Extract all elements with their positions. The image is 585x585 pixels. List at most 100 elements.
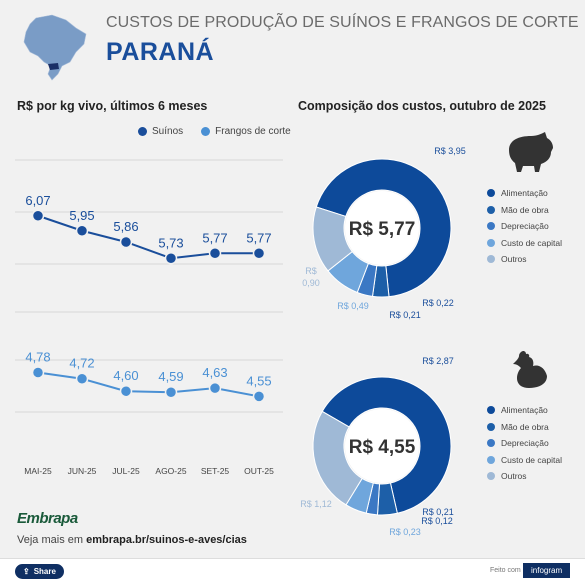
legend-label: Outros bbox=[501, 254, 527, 265]
legend-swatch-suinos bbox=[138, 127, 147, 136]
data-label: 5,77 bbox=[202, 230, 227, 245]
x-tick-label: MAI-25 bbox=[24, 466, 52, 476]
slice-label: R$ 0,22 bbox=[422, 298, 454, 308]
source-link[interactable]: embrapa.br/suinos-e-aves/cias bbox=[86, 534, 247, 546]
legend-row-custo-capital[interactable]: Custo de capital bbox=[487, 452, 562, 469]
legend-row-depreciacao[interactable]: Depreciação bbox=[487, 435, 562, 452]
legend-row-outros[interactable]: Outros bbox=[487, 251, 562, 268]
pie-slice bbox=[315, 158, 452, 298]
data-point bbox=[164, 385, 178, 399]
legend-row-mao-de-obra[interactable]: Mão de obra bbox=[487, 202, 562, 219]
legend-label: Outros bbox=[501, 471, 527, 482]
legend-row-alimentacao[interactable]: Alimentação bbox=[487, 402, 562, 419]
slice-label: R$ 2,87 bbox=[422, 356, 454, 366]
line-chart-legend: Suínos Frangos de corte bbox=[138, 126, 303, 137]
line-chart: 6,07 5,95 5,86 5,73 5,77 5,77 4,78 4,72 4,60 4,59… bbox=[15, 159, 283, 476]
source-prefix: Veja mais em bbox=[17, 534, 87, 546]
chicken-icon bbox=[513, 350, 547, 388]
data-label: 4,59 bbox=[158, 369, 183, 384]
donut-center-label: R$ 5,77 bbox=[349, 219, 416, 240]
slice-label: R$ 0,21 bbox=[389, 310, 421, 320]
legend-label-suinos: Suínos bbox=[152, 126, 184, 137]
infogram-link[interactable]: infogram bbox=[523, 563, 571, 578]
x-tick-label: AGO-25 bbox=[155, 466, 186, 476]
swatch bbox=[487, 255, 495, 264]
share-button[interactable]: ⇪ Share bbox=[15, 564, 64, 579]
footer-bar bbox=[0, 558, 585, 585]
slice-label: R$ 3,95 bbox=[434, 146, 466, 156]
swatch bbox=[487, 422, 495, 431]
swatch bbox=[487, 189, 495, 198]
pie-slice bbox=[312, 206, 353, 272]
source-line: Veja mais em embrapa.br/suinos-e-aves/ci… bbox=[17, 534, 247, 546]
data-label: 5,77 bbox=[246, 230, 271, 245]
slice-label-line: R$ bbox=[305, 266, 317, 276]
slice-label-line: 0,90 bbox=[302, 278, 320, 288]
legend-label: Custo de capital bbox=[501, 454, 562, 465]
data-point bbox=[119, 235, 133, 249]
data-label: 5,95 bbox=[69, 208, 94, 223]
pie-slice bbox=[371, 265, 390, 298]
legend-label: Alimentação bbox=[501, 405, 548, 416]
swatch bbox=[487, 455, 495, 464]
data-point bbox=[208, 247, 222, 260]
title-line2: PARANÁ bbox=[106, 38, 215, 66]
data-label: 4,60 bbox=[113, 368, 138, 383]
data-point bbox=[252, 247, 266, 260]
legend-item-frangos[interactable]: Frangos de corte bbox=[201, 126, 291, 137]
x-tick-label: SET-25 bbox=[201, 466, 230, 476]
slice-label: R$ 1,12 bbox=[300, 499, 332, 509]
x-tick-label: OUT-25 bbox=[244, 466, 274, 476]
legend-label: Custo de capital bbox=[501, 237, 562, 248]
legend-item-suinos[interactable]: Suínos bbox=[138, 126, 183, 137]
pie-slice bbox=[345, 477, 374, 514]
legend-swatch-frangos bbox=[201, 127, 211, 136]
donut-hole bbox=[345, 191, 419, 265]
swatch bbox=[487, 238, 495, 247]
line-chart-subtitle: R$ por kg vivo, últimos 6 meses bbox=[17, 99, 208, 113]
title-line1: CUSTOS DE PRODUÇÃO DE SUÍNOS E FRANGOS D… bbox=[106, 14, 579, 31]
legend-label: Depreciação bbox=[501, 438, 549, 449]
data-point bbox=[252, 390, 266, 403]
data-point bbox=[75, 372, 89, 385]
slice-label: R$ 0,21 bbox=[422, 507, 454, 517]
made-with-text: Feito com bbox=[490, 567, 521, 574]
data-label: 5,73 bbox=[158, 235, 183, 250]
data-label: 5,86 bbox=[113, 219, 138, 234]
data-point bbox=[119, 384, 133, 398]
data-label: 4,72 bbox=[69, 356, 94, 371]
donut-legend-2: Alimentação Mão de obra Depreciação Cust… bbox=[487, 402, 562, 485]
pie-slice bbox=[356, 262, 378, 297]
legend-label: Depreciação bbox=[501, 221, 549, 232]
pie-slice bbox=[376, 482, 398, 516]
data-label: 6,07 bbox=[25, 193, 50, 208]
slice-label: R$ 0,12 bbox=[421, 516, 453, 526]
data-point bbox=[31, 366, 45, 379]
legend-row-outros[interactable]: Outros bbox=[487, 468, 562, 485]
swatch bbox=[487, 439, 495, 448]
legend-label: Mão de obra bbox=[501, 204, 549, 215]
pie-slice bbox=[327, 250, 370, 294]
series-line-1 bbox=[37, 371, 260, 398]
data-point bbox=[164, 252, 178, 265]
data-point bbox=[208, 381, 222, 395]
data-label: 4,55 bbox=[246, 373, 271, 388]
legend-row-alimentacao[interactable]: Alimentação bbox=[487, 185, 562, 202]
share-label: Share bbox=[33, 567, 56, 576]
pig-icon bbox=[509, 132, 553, 172]
x-tick-label: JUL-25 bbox=[112, 466, 140, 476]
swatch bbox=[487, 205, 495, 214]
swatch bbox=[487, 222, 495, 231]
share-icon: ⇪ bbox=[23, 567, 30, 576]
brazil-map-icon bbox=[23, 14, 87, 81]
donut-hole bbox=[345, 409, 419, 483]
swatch bbox=[487, 406, 495, 415]
donut-chart-subtitle: Composição dos custos, outubro de 2025 bbox=[298, 99, 546, 113]
slice-label: R$ 0,90 bbox=[302, 266, 320, 288]
legend-row-mao-de-obra[interactable]: Mão de obra bbox=[487, 419, 562, 436]
legend-row-depreciacao[interactable]: Depreciação bbox=[487, 218, 562, 235]
legend-row-custo-capital[interactable]: Custo de capital bbox=[487, 235, 562, 252]
donut-legend-1: Alimentação Mão de obra Depreciação Cust… bbox=[487, 185, 562, 268]
data-label: 4,78 bbox=[25, 349, 50, 364]
legend-label: Alimentação bbox=[501, 188, 548, 199]
